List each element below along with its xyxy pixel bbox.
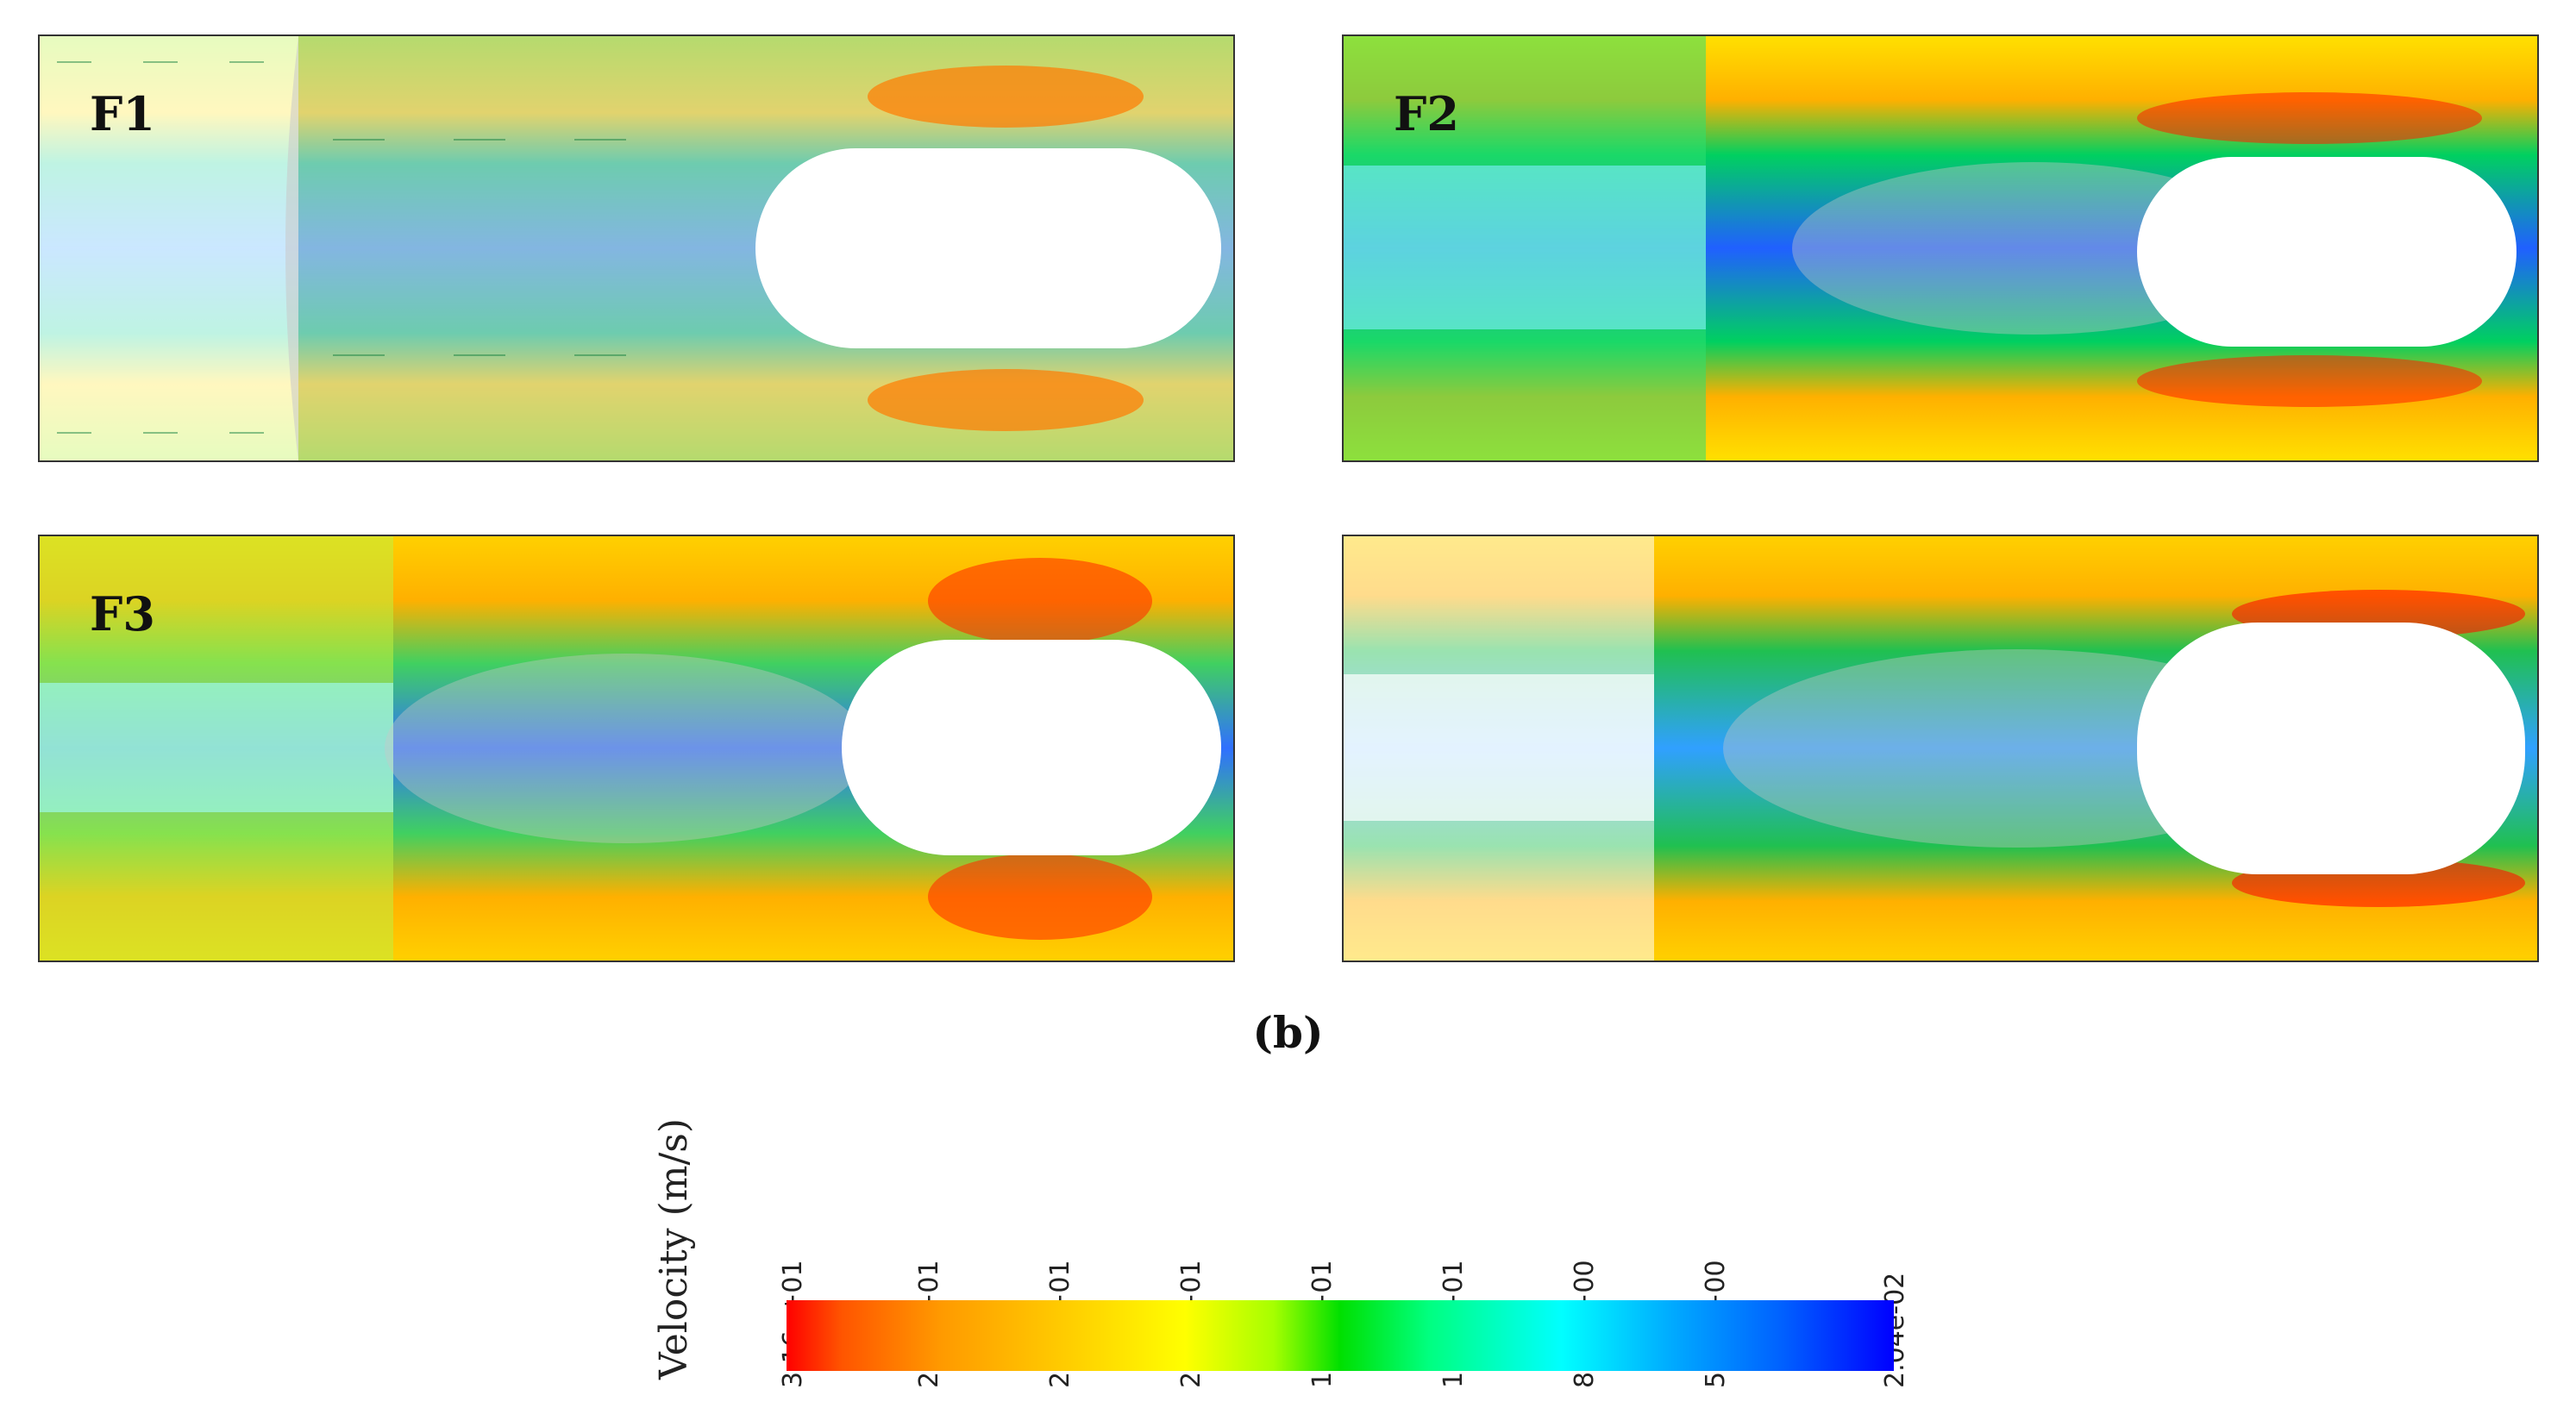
legend-title: Velocity (m/s) [652,1117,696,1380]
velocity-vector-field-4 [1344,536,2537,961]
obstacle-body [2137,623,2525,874]
velocity-colorbar [787,1300,1894,1371]
obstacle-body [842,640,1221,855]
panel-label: F3 [90,586,155,641]
panel-label: F1 [90,86,155,141]
velocity-vector-field-f1 [40,36,1233,460]
velocity-vector-field-f3 [40,536,1233,961]
velocity-panel-f1: F1 [38,34,1235,462]
velocity-vector-field-f2 [1344,36,2537,460]
obstacle-body [2137,157,2516,347]
velocity-panel-f3: F3 [38,535,1235,962]
figure-caption: (b) [1252,1007,1324,1058]
velocity-panel-4 [1342,535,2539,962]
panel-label: F2 [1394,86,1459,141]
obstacle-body [755,148,1221,348]
velocity-panel-f2: F2 [1342,34,2539,462]
